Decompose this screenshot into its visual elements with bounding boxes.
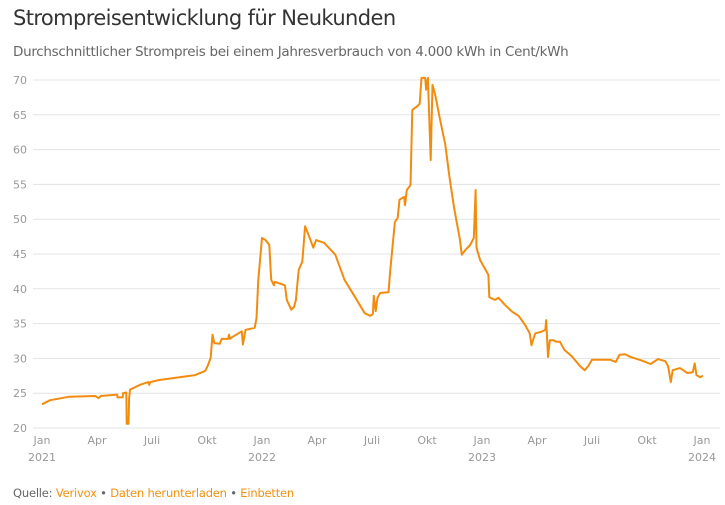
- chart-subtitle: Durchschnittlicher Strompreis bei einem …: [13, 44, 569, 60]
- y-tick-label: 50: [13, 213, 27, 226]
- x-tick-year: 2021: [28, 451, 56, 464]
- x-tick-label: Juli: [363, 434, 380, 447]
- separator: •: [100, 486, 107, 500]
- y-axis-ticks: 20 25 30 35 40 45 50 55 60 65 70: [13, 74, 27, 435]
- x-tick-label: Okt: [197, 434, 217, 447]
- x-tick-label: Okt: [417, 434, 437, 447]
- source-link[interactable]: Verivox: [55, 486, 97, 500]
- y-tick-label: 20: [13, 422, 27, 435]
- x-axis-ticks: Jan 2021 Apr Juli Okt Jan 2022 Apr Juli Okt Jan 202…: [28, 434, 716, 464]
- grid: [33, 79, 720, 429]
- x-tick-label: Jan: [253, 434, 271, 447]
- x-tick-label: Jan: [693, 434, 711, 447]
- x-tick-label: Apr: [87, 434, 107, 447]
- y-tick-label: 65: [13, 109, 27, 122]
- source-label: Quelle:: [13, 486, 53, 500]
- separator: •: [230, 486, 237, 500]
- x-tick-label: Apr: [527, 434, 547, 447]
- x-tick-label: Okt: [637, 434, 657, 447]
- embed-link[interactable]: Einbetten: [240, 486, 295, 500]
- line-chart: 20 25 30 35 40 45 50 55 60 65 70 Jan 2021 Apr Juli Okt…: [13, 74, 720, 464]
- y-tick-label: 70: [13, 74, 27, 87]
- x-tick-label: Jan: [473, 434, 491, 447]
- y-tick-label: 55: [13, 178, 27, 191]
- y-tick-label: 35: [13, 318, 27, 331]
- x-tick-year: 2023: [468, 451, 496, 464]
- download-data-link[interactable]: Daten herunterladen: [110, 486, 227, 500]
- x-tick-label: Apr: [307, 434, 327, 447]
- footer: Quelle: Verivox • Daten herunterladen • …: [13, 486, 294, 500]
- y-tick-label: 45: [13, 248, 27, 261]
- chart-title: Strompreisentwicklung für Neukunden: [13, 6, 396, 30]
- x-tick-label: Juli: [583, 434, 600, 447]
- x-tick-year: 2022: [248, 451, 276, 464]
- y-tick-label: 40: [13, 283, 27, 296]
- y-tick-label: 60: [13, 144, 27, 157]
- x-tick-label: Jan: [33, 434, 51, 447]
- x-tick-label: Juli: [143, 434, 160, 447]
- y-tick-label: 25: [13, 387, 27, 400]
- y-tick-label: 30: [13, 352, 27, 365]
- price-series-line: [41, 76, 704, 425]
- x-tick-year: 2024: [688, 451, 716, 464]
